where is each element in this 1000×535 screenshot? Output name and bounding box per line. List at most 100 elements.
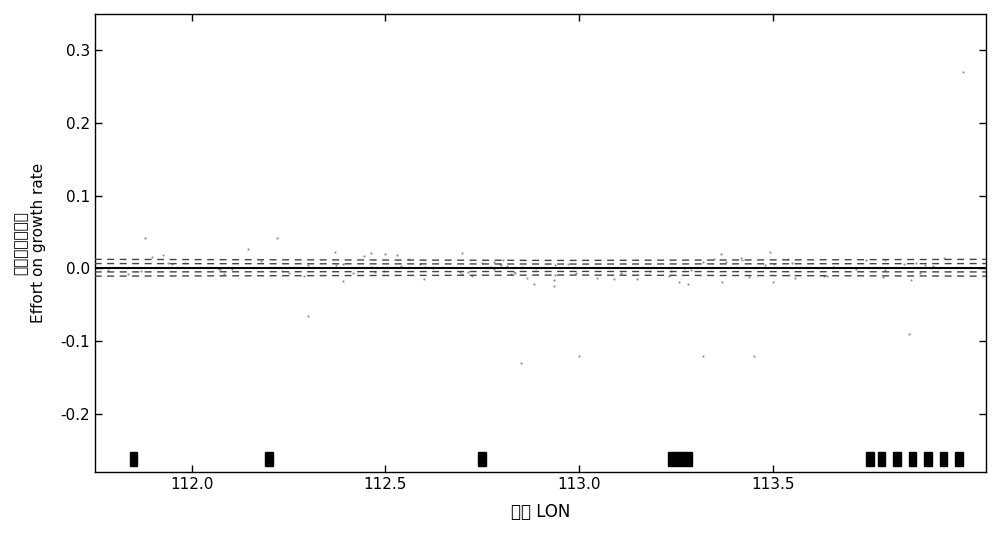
Point — [848, 265, 864, 273]
Bar — [940, 452, 947, 467]
Point — [376, 267, 392, 276]
Point — [683, 266, 699, 274]
Point — [486, 257, 502, 266]
Bar — [878, 452, 885, 467]
Point — [240, 244, 256, 253]
Point — [452, 268, 468, 277]
Point — [144, 253, 160, 262]
Point — [211, 264, 227, 273]
Point — [858, 256, 874, 264]
Bar — [955, 452, 963, 467]
Point — [908, 258, 924, 267]
Point — [401, 255, 417, 264]
Point — [519, 273, 535, 282]
Point — [454, 270, 470, 278]
Point — [155, 251, 171, 259]
Bar — [924, 452, 932, 467]
Point — [589, 274, 605, 282]
Point — [917, 261, 933, 270]
Point — [642, 266, 658, 275]
Bar — [893, 452, 901, 467]
Point — [613, 269, 629, 277]
Point — [896, 259, 912, 268]
Bar — [668, 452, 676, 467]
Point — [212, 265, 228, 273]
Point — [474, 258, 490, 267]
Point — [784, 259, 800, 268]
Point — [460, 268, 476, 276]
Point — [713, 249, 729, 258]
Point — [955, 68, 971, 77]
Point — [393, 262, 409, 270]
Point — [253, 257, 269, 265]
Bar — [265, 452, 273, 467]
Point — [300, 261, 316, 270]
Point — [503, 270, 519, 278]
Point — [335, 277, 351, 285]
Point — [925, 262, 941, 270]
Bar — [866, 452, 874, 467]
Point — [671, 278, 687, 286]
Point — [464, 272, 480, 280]
Point — [224, 265, 240, 273]
Point — [412, 259, 428, 268]
Point — [300, 311, 316, 320]
Point — [492, 260, 508, 269]
Point — [367, 268, 383, 277]
Point — [695, 258, 711, 266]
Point — [296, 272, 312, 280]
Point — [425, 264, 441, 272]
Bar — [909, 452, 916, 467]
Point — [746, 351, 762, 360]
Point — [663, 266, 679, 275]
Point — [877, 256, 893, 264]
Point — [825, 263, 841, 271]
Point — [606, 275, 622, 284]
Point — [335, 260, 351, 269]
Bar — [684, 452, 692, 467]
Point — [766, 260, 782, 269]
Point — [695, 351, 711, 360]
Bar — [478, 452, 486, 467]
Point — [164, 259, 180, 268]
Point — [493, 261, 509, 270]
Point — [495, 256, 511, 264]
Point — [741, 272, 757, 281]
Point — [528, 263, 544, 272]
Bar — [676, 452, 684, 467]
Point — [819, 271, 835, 280]
Point — [571, 351, 587, 360]
Point — [547, 261, 563, 270]
Point — [560, 260, 576, 269]
Point — [486, 265, 502, 273]
Point — [816, 271, 832, 280]
Point — [546, 281, 562, 290]
Point — [568, 269, 584, 277]
Point — [377, 250, 393, 258]
Y-axis label: 对生长率的影响
Effort on growth rate: 对生长率的影响 Effort on growth rate — [14, 163, 46, 323]
Point — [133, 267, 149, 276]
Point — [901, 330, 917, 338]
X-axis label: 经度 LON: 经度 LON — [511, 503, 570, 521]
Point — [936, 254, 952, 262]
Point — [706, 255, 722, 263]
Point — [513, 359, 529, 368]
Bar — [130, 452, 137, 467]
Point — [780, 255, 796, 263]
Point — [506, 268, 522, 276]
Point — [676, 264, 692, 273]
Point — [734, 256, 750, 264]
Point — [912, 269, 928, 277]
Point — [328, 261, 344, 269]
Point — [714, 278, 730, 286]
Point — [733, 254, 749, 262]
Point — [787, 273, 803, 282]
Point — [269, 234, 285, 242]
Point — [454, 249, 470, 257]
Point — [160, 258, 176, 267]
Point — [680, 280, 696, 288]
Point — [417, 263, 433, 271]
Point — [416, 275, 432, 284]
Point — [781, 270, 797, 279]
Point — [526, 280, 542, 289]
